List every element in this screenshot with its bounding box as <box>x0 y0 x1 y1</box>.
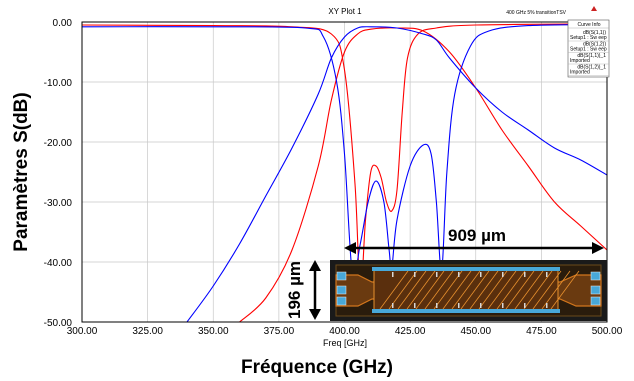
length-dimension: 909 µm <box>344 226 604 254</box>
width-dimension: 196 µm <box>285 260 321 320</box>
x-tick-label: 375.00 <box>264 326 295 337</box>
length-label: 909 µm <box>448 226 506 245</box>
legend-header: Curve Info <box>577 22 600 28</box>
y-tick-label: -50.00 <box>44 318 73 329</box>
y-tick-label: -10.00 <box>44 78 73 89</box>
y-tick-label: -20.00 <box>44 138 73 149</box>
x-tick-label: 400.00 <box>329 326 360 337</box>
warning-icon <box>591 6 597 11</box>
x-axis-label: Fréquence (GHz) <box>241 357 393 378</box>
x-tick-label: 350.00 <box>198 326 229 337</box>
series-line-4 <box>186 26 607 322</box>
plot-subtitle: 400 GHz 5% transitionTSV <box>506 10 566 16</box>
legend-entry-source: Setup1 : Sw eep <box>570 47 607 53</box>
x-tick-label: 425.00 <box>395 326 426 337</box>
series-line-1 <box>82 23 607 293</box>
legend-entry-source: Setup1 : Sw eep <box>570 35 607 41</box>
x-axis-small-label: Freq [GHz] <box>323 338 367 348</box>
y-axis-label: Paramètres S(dB) <box>11 92 32 251</box>
legend: Curve Info dB(S(1,1))Setup1 : Sw eepdB(S… <box>567 19 610 78</box>
plot-area-frame <box>81 21 608 323</box>
x-tick-label: 500.00 <box>592 326 623 337</box>
legend-entry-name: dB(S(1,1)) <box>583 30 606 36</box>
legend-entry-name: dB(S(1,2)) <box>583 42 606 48</box>
x-tick-label: 450.00 <box>460 326 491 337</box>
x-tick-labels: 300.00 325.00 350.00 375.00 400.00 425.00 450.… <box>67 326 623 337</box>
legend-entry-name: dB(S(1,1))_1 <box>577 53 606 59</box>
y-tick-label: -40.00 <box>44 258 73 269</box>
legend-entry-source: Imported <box>570 58 590 64</box>
legend-entry-name: dB(S(1,2))_1 <box>577 65 606 71</box>
y-tick-label: 0.00 <box>53 18 73 29</box>
legend-entry-source: Imported <box>570 70 590 76</box>
curves <box>82 23 607 322</box>
y-tick-label: -30.00 <box>44 198 73 209</box>
width-label: 196 µm <box>285 261 304 319</box>
y-tick-labels: 0.00 -10.00 -20.00 -30.00 -40.00 -50.00 <box>44 18 73 329</box>
plot-title: XY Plot 1 <box>328 7 362 16</box>
x-tick-label: 475.00 <box>526 326 557 337</box>
chip-inset <box>330 260 607 321</box>
x-tick-label: 325.00 <box>132 326 163 337</box>
x-tick-label: 300.00 <box>67 326 98 337</box>
